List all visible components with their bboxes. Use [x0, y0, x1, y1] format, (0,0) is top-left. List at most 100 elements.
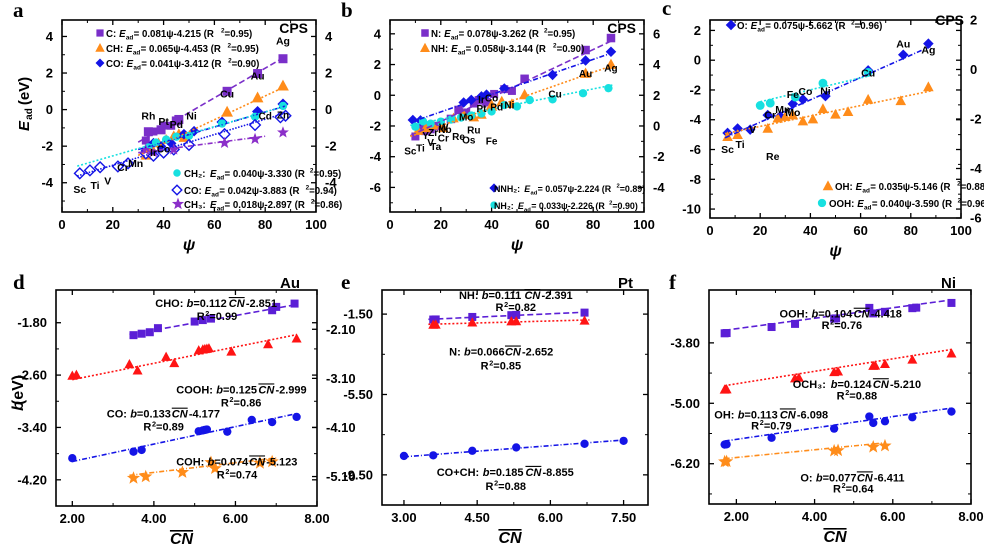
- svg-text:N:: N:: [431, 29, 441, 40]
- svg-text:NH:: NH:: [459, 290, 479, 302]
- svg-text:0: 0: [706, 223, 713, 238]
- svg-text:V: V: [749, 124, 756, 136]
- svg-text:60: 60: [535, 217, 549, 232]
- svg-text:100: 100: [305, 217, 327, 232]
- svg-text:=0.79: =0.79: [764, 420, 792, 432]
- svg-text:Ir: Ir: [150, 148, 157, 159]
- svg-text:100: 100: [633, 217, 655, 232]
- svg-text:CN: CN: [258, 384, 275, 396]
- svg-text:40: 40: [803, 223, 817, 238]
- svg-text:ad: ad: [211, 191, 219, 198]
- svg-text:= 0.065ψ-4.453 (R: = 0.065ψ-4.453 (R: [141, 44, 221, 55]
- svg-text:0: 0: [46, 102, 53, 117]
- svg-text:-2: -2: [970, 112, 982, 127]
- svg-text:CH₃:: CH₃:: [184, 200, 206, 211]
- svg-text:= 0.078ψ-3.262 (R: = 0.078ψ-3.262 (R: [459, 29, 539, 40]
- svg-text:R: R: [833, 483, 841, 495]
- svg-text:= 0.040ψ-3.590 (R: = 0.040ψ-3.590 (R: [872, 199, 952, 210]
- svg-text:Cr: Cr: [438, 133, 449, 144]
- svg-text:= 0.057ψ-2.224 (R: = 0.057ψ-2.224 (R: [538, 184, 612, 194]
- svg-text:Au: Au: [251, 70, 265, 82]
- svg-text:Cu: Cu: [861, 68, 875, 80]
- svg-text:CO+CH:: CO+CH:: [437, 467, 479, 479]
- svg-text:4: 4: [374, 26, 382, 41]
- svg-text:Ni: Ni: [186, 111, 197, 123]
- svg-text:ad: ad: [133, 49, 141, 56]
- svg-text:C:: C:: [106, 29, 116, 40]
- svg-text:2: 2: [970, 13, 977, 28]
- svg-text:7.50: 7.50: [611, 510, 636, 525]
- svg-text:Mo: Mo: [459, 113, 473, 124]
- svg-text:0: 0: [374, 88, 381, 103]
- svg-text:OCH₃:: OCH₃:: [793, 379, 826, 391]
- svg-text:=0.82: =0.82: [508, 302, 536, 314]
- svg-text:N:: N:: [449, 347, 461, 359]
- svg-text:R: R: [496, 302, 504, 314]
- svg-text:CN: CN: [229, 298, 246, 310]
- svg-text:Au: Au: [896, 39, 910, 51]
- svg-text:Co: Co: [485, 93, 498, 104]
- svg-text:40: 40: [484, 217, 498, 232]
- svg-text:-4: -4: [970, 161, 982, 176]
- svg-text:O:: O:: [737, 21, 748, 32]
- svg-text:= 0.018ψ-2.897 (R: = 0.018ψ-2.897 (R: [225, 200, 305, 211]
- svg-text:2: 2: [694, 23, 701, 38]
- svg-text:=0.112: =0.112: [193, 298, 226, 310]
- svg-text:Co: Co: [798, 86, 812, 98]
- svg-text:CN: CN: [524, 290, 541, 302]
- svg-text:Cu: Cu: [220, 89, 234, 101]
- svg-text:OOH:: OOH:: [829, 199, 854, 210]
- svg-text:60: 60: [853, 223, 867, 238]
- svg-text:=0.64: =0.64: [846, 483, 875, 495]
- svg-text:-2: -2: [689, 82, 701, 97]
- svg-text:= 0.058ψ-3.144 (R: = 0.058ψ-3.144 (R: [466, 44, 546, 55]
- svg-text:-2: -2: [369, 118, 381, 133]
- svg-text:Ni: Ni: [941, 275, 956, 292]
- svg-text:ad: ad: [217, 174, 225, 181]
- svg-text:-1.50: -1.50: [343, 307, 373, 322]
- svg-text:= 0.041ψ-3.412 (R: = 0.041ψ-3.412 (R: [141, 59, 221, 70]
- svg-text:-5.50: -5.50: [343, 387, 373, 402]
- svg-text:COH:: COH:: [176, 456, 204, 468]
- svg-text:CN: CN: [249, 456, 266, 468]
- svg-text:R: R: [481, 361, 489, 373]
- svg-text:R: R: [751, 420, 759, 432]
- svg-text:4.00: 4.00: [141, 511, 166, 526]
- svg-text:c: c: [662, 0, 671, 20]
- svg-text:CN: CN: [823, 529, 847, 545]
- svg-text:-8.855: -8.855: [543, 467, 574, 479]
- svg-text:Au: Au: [579, 69, 592, 80]
- svg-text:CH:: CH:: [106, 44, 123, 55]
- svg-text:Pt: Pt: [618, 275, 633, 292]
- svg-text:OOH:: OOH:: [780, 309, 809, 321]
- svg-text:R: R: [837, 390, 845, 402]
- svg-text:=0.96): =0.96): [855, 21, 883, 32]
- svg-text:Cu: Cu: [548, 90, 561, 101]
- svg-text:-2.851: -2.851: [246, 298, 277, 310]
- svg-text:CN: CN: [498, 530, 522, 545]
- svg-text:=0.86: =0.86: [234, 398, 262, 410]
- svg-text:COOH:: COOH:: [176, 384, 213, 396]
- svg-text:Mn: Mn: [128, 158, 143, 170]
- svg-text:NH:: NH:: [431, 44, 448, 55]
- svg-text:100: 100: [950, 223, 972, 238]
- svg-text:R: R: [197, 311, 205, 323]
- svg-text:=0.95): =0.95): [225, 29, 253, 40]
- svg-text:Zr: Zr: [428, 128, 438, 139]
- svg-text:Ru: Ru: [467, 126, 480, 137]
- svg-text:= 0.033ψ-2.226 (R: = 0.033ψ-2.226 (R: [531, 201, 605, 211]
- svg-text:-4: -4: [41, 175, 53, 190]
- svg-text:6.00: 6.00: [538, 510, 563, 525]
- svg-text:Sc: Sc: [404, 146, 417, 157]
- svg-text:ad: ad: [862, 187, 870, 194]
- svg-text:Ag: Ag: [604, 63, 617, 74]
- svg-text:-6.098: -6.098: [797, 409, 828, 421]
- svg-text:OH:: OH:: [835, 182, 853, 193]
- svg-text:W: W: [439, 123, 449, 134]
- svg-text:-3.80: -3.80: [670, 335, 700, 350]
- svg-text:=0.066: =0.066: [471, 347, 505, 359]
- svg-text:80: 80: [904, 223, 918, 238]
- svg-text:0: 0: [694, 53, 701, 68]
- svg-text:=0.99: =0.99: [209, 311, 237, 323]
- svg-text:Os: Os: [462, 136, 476, 147]
